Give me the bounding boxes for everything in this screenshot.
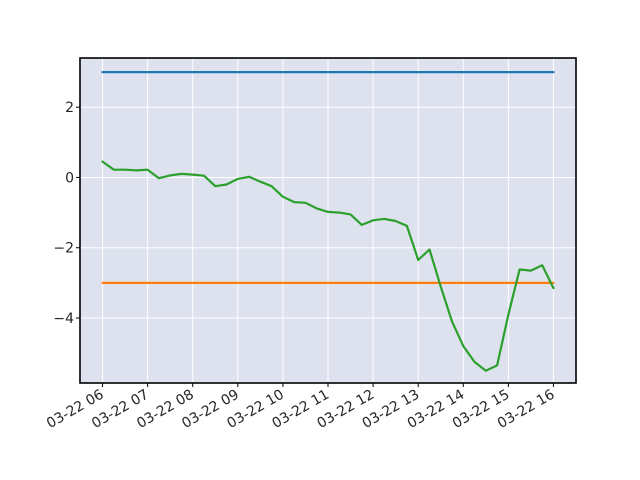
y-tick-label: 0 — [65, 170, 74, 186]
series-group — [101, 70, 555, 372]
y-tick-label: −2 — [53, 241, 74, 257]
gridlines — [80, 58, 576, 383]
series-line-signal — [101, 160, 555, 372]
y-tick-label: −4 — [53, 311, 74, 327]
y-tick-label: 2 — [65, 100, 74, 116]
y-axis-ticks: −4 −2 0 2 — [53, 100, 80, 327]
